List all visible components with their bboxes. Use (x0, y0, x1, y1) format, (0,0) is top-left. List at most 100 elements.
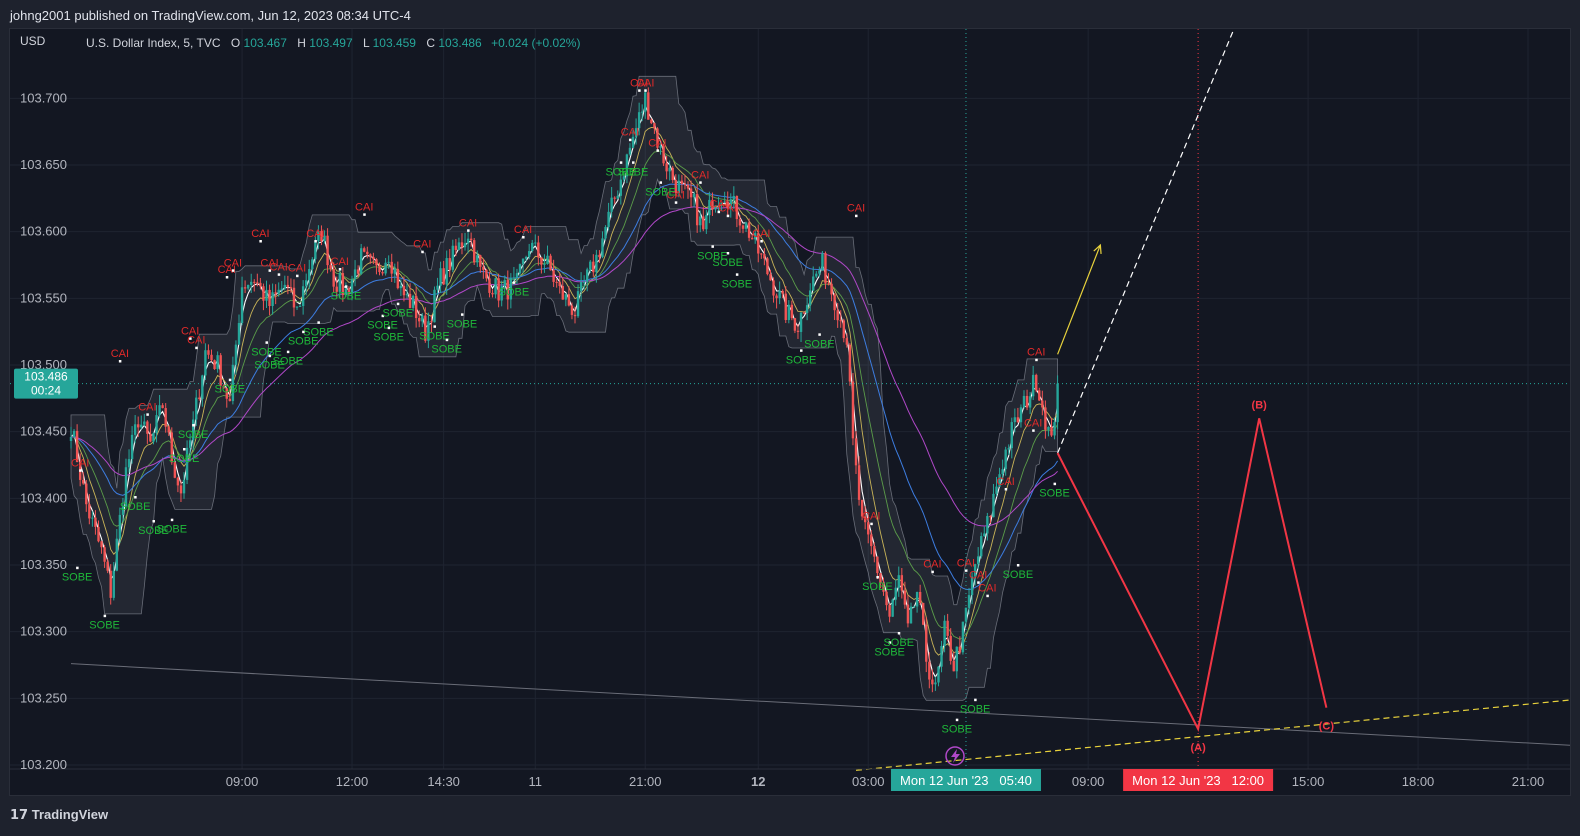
lightning-icon[interactable] (945, 746, 965, 766)
candle-body (754, 233, 757, 240)
cai-marker (225, 276, 229, 279)
candles (69, 87, 1059, 693)
candle-body (341, 273, 345, 296)
cai-marker (231, 269, 235, 272)
candle-body (918, 591, 922, 603)
candle-body (976, 556, 980, 565)
sobe-marker (512, 281, 516, 284)
cai-label: CAI (957, 557, 975, 569)
sobe-marker (955, 718, 959, 722)
cai-marker (726, 214, 730, 218)
candle-body (860, 499, 864, 517)
candle-body (277, 289, 280, 294)
sobe-label: SOBE (722, 278, 753, 290)
candle-body (396, 268, 400, 289)
candle-body (155, 415, 158, 434)
sobe-marker (344, 285, 348, 288)
candle-body (323, 235, 326, 242)
sobe-label: SOBE (138, 525, 169, 537)
sobe-marker (152, 520, 155, 523)
sobe-marker (974, 698, 977, 702)
cai-label: CAI (514, 224, 532, 236)
candle-body (619, 179, 623, 196)
candle-body (442, 268, 445, 285)
annotations: (A) (B) (C) (10, 29, 1570, 771)
candle-body (463, 243, 467, 248)
candle-body (246, 284, 250, 289)
tradingview-logo[interactable]: 17 TradingView (10, 807, 108, 823)
sobe-marker (433, 325, 436, 328)
candle-body (488, 278, 491, 293)
candle-body (283, 284, 287, 289)
candle-body (922, 602, 925, 625)
candle-body (1053, 422, 1056, 436)
candle-body (149, 433, 152, 442)
candle-body (900, 575, 904, 591)
tradingview-logo-icon: 17 (10, 808, 29, 823)
candle-body (405, 293, 409, 296)
symbol-name: U.S. Dollar Index, 5, TVC (86, 36, 221, 50)
cai-label: CAI (709, 199, 727, 211)
candle-body (561, 286, 564, 300)
cai-label: CAI (1027, 347, 1045, 359)
cai-marker (986, 594, 989, 598)
cai-label: CAI (71, 457, 89, 469)
candle-body (350, 279, 354, 294)
cai-marker (522, 236, 525, 239)
candle-body (989, 516, 992, 518)
chart-panel[interactable]: CAI CAI CAI CAI CAI CAI CAI CAI CAI CAI CAI CAI CAI C… (9, 28, 1571, 796)
candle-body (970, 576, 974, 596)
last-price-value: 103.486 (24, 370, 68, 384)
candle-body (512, 277, 516, 279)
candle-body (637, 112, 641, 129)
sobe-marker (381, 314, 385, 318)
cai-label: CAI (636, 77, 654, 89)
candle-body (805, 305, 809, 313)
candle-body (867, 522, 870, 535)
candle-body (195, 397, 198, 420)
cai-label: CAI (111, 348, 129, 360)
candle-body (100, 541, 103, 548)
candle-body (854, 438, 858, 466)
cai-label: CAI (847, 203, 865, 215)
candle-body (207, 350, 210, 355)
y-tick-label: 103.650 (20, 157, 67, 172)
candle-body (1038, 390, 1041, 401)
candle-body (717, 205, 720, 207)
candle-body (430, 321, 433, 323)
candle-body (876, 556, 879, 574)
wave-label: (B) (1252, 399, 1268, 411)
sobe-marker (302, 330, 305, 334)
candle-body (808, 290, 812, 306)
sobe-label: SOBE (883, 637, 914, 649)
candle-body (253, 281, 256, 283)
candle-body (375, 259, 378, 266)
ma-blue-line (70, 183, 1059, 591)
cai-marker (421, 250, 424, 254)
candle-body (952, 660, 955, 672)
candle-body (1013, 417, 1017, 423)
candle-body (399, 285, 403, 289)
candle-body (980, 536, 983, 557)
candle-body (851, 381, 855, 439)
candle-body (1044, 407, 1047, 430)
sobe-label: SOBE (157, 524, 188, 536)
candle-body (631, 136, 635, 148)
sobe-marker (619, 161, 623, 164)
candle-body (622, 176, 626, 180)
low-label: L (363, 36, 370, 50)
cai-label: CAI (648, 137, 666, 149)
candle-body (271, 292, 274, 307)
cai-label: CAI (187, 335, 205, 347)
cai-label: CAI (306, 228, 324, 240)
candle-body (702, 216, 705, 230)
candle-body (973, 564, 977, 577)
sobe-marker (1053, 482, 1057, 486)
arrow-line (1057, 244, 1101, 355)
candle-body (781, 290, 784, 294)
candle-body (662, 146, 665, 164)
candle-body (763, 254, 766, 259)
legend[interactable]: U.S. Dollar Index, 5, TVC O 103.467 H 10… (86, 36, 580, 50)
candle-body (937, 666, 940, 683)
